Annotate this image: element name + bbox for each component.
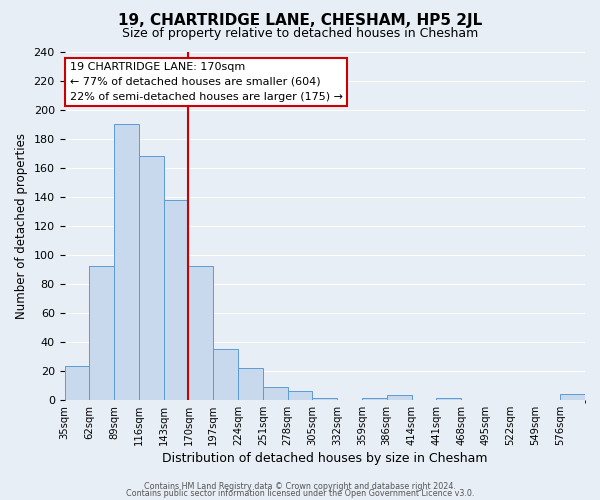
- Text: 19 CHARTRIDGE LANE: 170sqm
← 77% of detached houses are smaller (604)
22% of sem: 19 CHARTRIDGE LANE: 170sqm ← 77% of deta…: [70, 62, 343, 102]
- Bar: [89, 266, 114, 400]
- Bar: [387, 396, 412, 400]
- Bar: [362, 398, 387, 400]
- Bar: [560, 394, 585, 400]
- Bar: [164, 200, 188, 400]
- X-axis label: Distribution of detached houses by size in Chesham: Distribution of detached houses by size …: [162, 452, 488, 465]
- Bar: [188, 266, 213, 400]
- Text: Contains HM Land Registry data © Crown copyright and database right 2024.: Contains HM Land Registry data © Crown c…: [144, 482, 456, 491]
- Bar: [287, 391, 313, 400]
- Text: Size of property relative to detached houses in Chesham: Size of property relative to detached ho…: [122, 28, 478, 40]
- Bar: [313, 398, 337, 400]
- Bar: [238, 368, 263, 400]
- Text: 19, CHARTRIDGE LANE, CHESHAM, HP5 2JL: 19, CHARTRIDGE LANE, CHESHAM, HP5 2JL: [118, 12, 482, 28]
- Text: Contains public sector information licensed under the Open Government Licence v3: Contains public sector information licen…: [126, 488, 474, 498]
- Bar: [263, 387, 287, 400]
- Y-axis label: Number of detached properties: Number of detached properties: [15, 132, 28, 318]
- Bar: [436, 398, 461, 400]
- Bar: [65, 366, 89, 400]
- Bar: [213, 349, 238, 400]
- Bar: [114, 124, 139, 400]
- Bar: [139, 156, 164, 400]
